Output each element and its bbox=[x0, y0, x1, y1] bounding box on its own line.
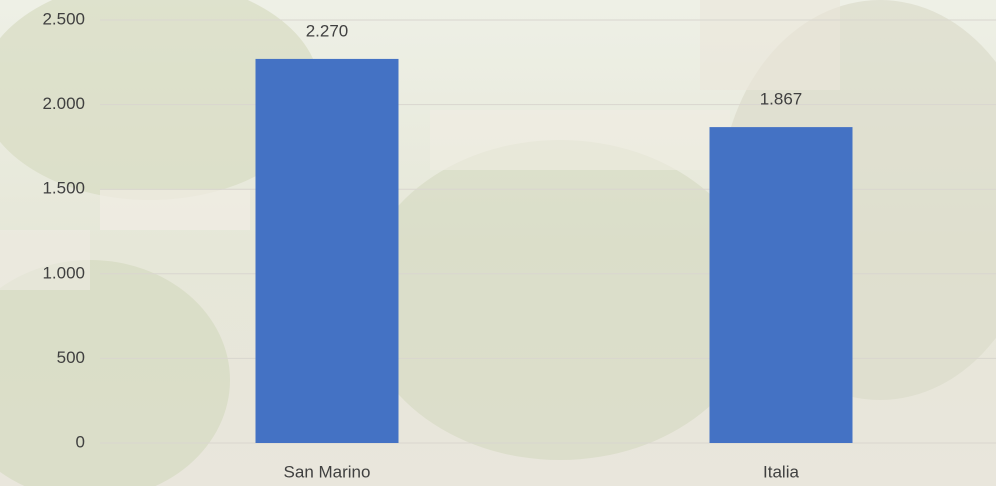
value-label: 1.867 bbox=[760, 90, 803, 109]
bar bbox=[710, 127, 853, 443]
y-tick-label: 500 bbox=[57, 348, 85, 367]
value-label: 2.270 bbox=[306, 21, 349, 40]
y-tick-label: 2.000 bbox=[42, 94, 85, 113]
x-tick-label: San Marino bbox=[284, 462, 371, 481]
chart: 0 500 1.000 1.500 2.000 2.500 San Marino 2.270 I… bbox=[0, 0, 996, 486]
x-tick-label: Italia bbox=[763, 462, 799, 481]
y-tick-label: 1.500 bbox=[42, 179, 85, 198]
y-tick-label: 0 bbox=[76, 432, 85, 451]
y-tick-label: 1.000 bbox=[42, 263, 85, 282]
y-tick-label: 2.500 bbox=[42, 9, 85, 28]
bar bbox=[256, 59, 399, 443]
page: {"chart_data": {"type": "bar", "categori… bbox=[0, 0, 996, 486]
